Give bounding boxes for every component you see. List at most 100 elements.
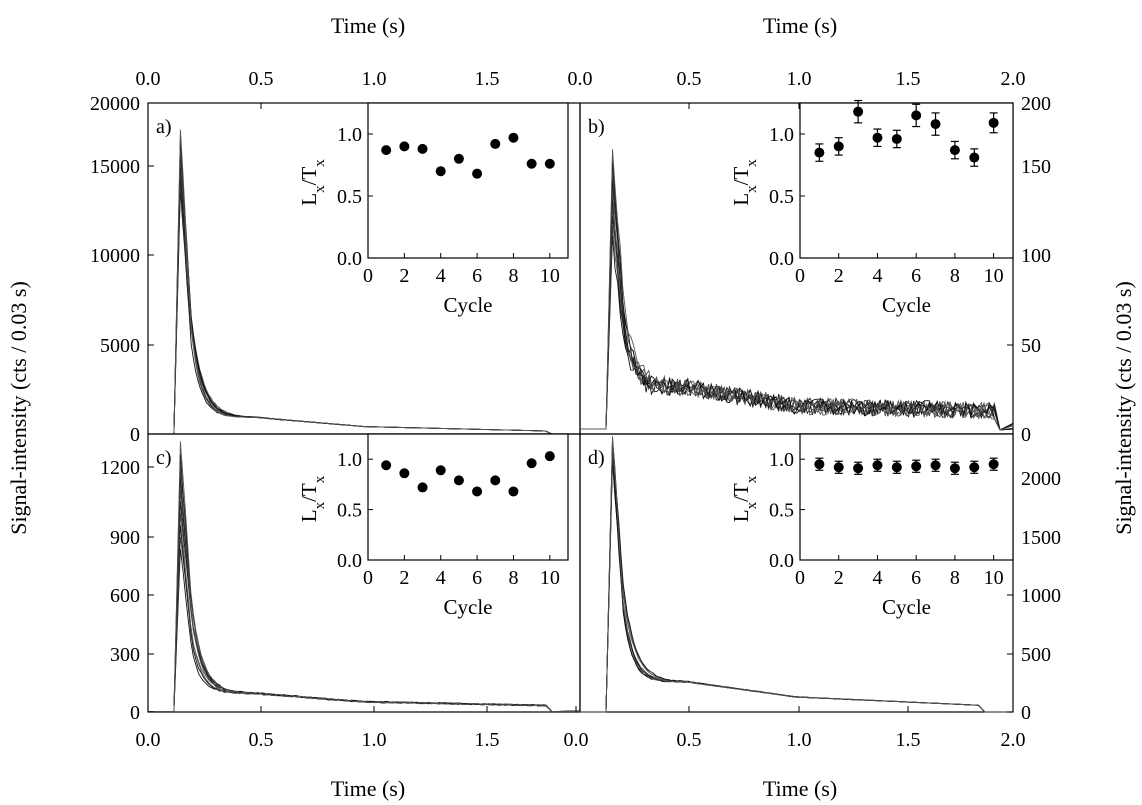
- inset-point: [453, 475, 464, 486]
- inset-x-tick-label: 8: [950, 265, 960, 287]
- x-tick-label: 1.0: [787, 68, 812, 90]
- x-tick-label: 1.0: [362, 68, 387, 90]
- inset-x-axis-title: Cycle: [882, 293, 931, 317]
- y-tick-label: 600: [110, 585, 140, 607]
- panel-letter: a): [156, 116, 172, 138]
- y-tick-label: 15000: [90, 156, 140, 178]
- x-tick-label: 1.5: [475, 68, 500, 90]
- inset-point: [988, 459, 999, 470]
- decay-curve: [580, 158, 1014, 431]
- inset-point: [526, 158, 537, 169]
- y-tick-label: 1000: [1021, 585, 1061, 607]
- inset-plot: 0 2 4 6 8 10 0.0 0.5 1.0 Cycle Lx/Tx: [729, 99, 1014, 317]
- decay-curve: [580, 206, 1014, 431]
- inset-x-tick-label: 2: [834, 265, 844, 287]
- decay-curve: [580, 149, 1014, 431]
- y-tick-label: 100: [1021, 245, 1051, 267]
- inset-point: [381, 460, 392, 471]
- bottom-x-axis-title-left: Time (s): [331, 776, 405, 801]
- inset-y-tick-label: 0.5: [337, 186, 362, 208]
- panel-2: 0 300 600 900 1200 0.0 0.5 1.0 1.5 0.0 c) 0 2 4 6 8 10 0.…: [100, 433, 589, 751]
- inset-point: [930, 119, 941, 130]
- top-x-axis-title-left: Time (s): [331, 13, 405, 38]
- y-tick-label: 500: [1021, 644, 1051, 666]
- inset-x-tick-label: 4: [872, 567, 882, 589]
- panel-frame: [579, 433, 1014, 713]
- inset-plot: 0 2 4 6 8 10 0.0 0.5 1.0 Cycle Lx/Tx: [297, 102, 569, 317]
- inset-x-tick-label: 2: [399, 265, 409, 287]
- decay-curves: [580, 149, 1014, 431]
- y-tick-label: 20000: [90, 93, 140, 115]
- inset-x-tick-label: 4: [872, 265, 882, 287]
- x-tick-label: 1.5: [896, 729, 921, 751]
- inset-x-tick-label: 8: [508, 265, 518, 287]
- inset-point: [399, 468, 410, 479]
- inset-point: [891, 462, 902, 473]
- inset-y-tick-label: 0.0: [337, 248, 362, 270]
- x-tick-label: 2.0: [1001, 68, 1026, 90]
- inset-point: [911, 110, 922, 121]
- x-tick-label: 0.0: [564, 729, 589, 751]
- y-tick-label: 200: [1021, 93, 1051, 115]
- x-tick-label: 0.0: [136, 68, 161, 90]
- inset-x-tick-label: 4: [436, 567, 446, 589]
- inset-x-tick-label: 6: [911, 265, 921, 287]
- inset-x-tick-label: 10: [540, 265, 560, 287]
- decay-curves: [148, 129, 580, 435]
- top-x-axis-title-right: Time (s): [763, 13, 837, 38]
- panel-letter: b): [588, 116, 605, 138]
- inset-x-tick-label: 0: [795, 265, 805, 287]
- inset-y-tick-label: 0.0: [769, 248, 794, 270]
- inset-point: [417, 482, 428, 493]
- inset-y-tick-label: 0.0: [337, 550, 362, 572]
- inset-y-tick-label: 1.0: [769, 124, 794, 146]
- y-tick-label: 50: [1021, 335, 1041, 357]
- inset-frame: [799, 433, 1014, 561]
- inset-x-axis-title: Cycle: [444, 595, 493, 619]
- inset-point: [472, 168, 483, 179]
- x-tick-label: 1.5: [896, 68, 921, 90]
- inset-frame: [799, 102, 1014, 259]
- inset-x-axis-title: Cycle: [882, 595, 931, 619]
- inset-x-tick-label: 2: [834, 567, 844, 589]
- panel-3: 0 500 1000 1500 2000 0.5 1.0 1.5 2.0 d) 0 2 4 6 8 10 0.0…: [579, 433, 1061, 751]
- y-tick-label: 900: [110, 527, 140, 549]
- inset-point: [833, 141, 844, 152]
- bottom-x-axis-title-right: Time (s): [763, 776, 837, 801]
- inset-y-tick-label: 1.0: [337, 124, 362, 146]
- decay-curve: [148, 129, 580, 435]
- inset-point: [891, 133, 902, 144]
- inset-y-tick-label: 0.5: [769, 500, 794, 522]
- decay-curve: [148, 536, 581, 713]
- x-tick-label: 1.0: [787, 729, 812, 751]
- inset-point: [833, 462, 844, 473]
- inset-point: [399, 141, 410, 152]
- inset-point: [544, 451, 555, 462]
- x-tick-label: 0.0: [568, 68, 593, 90]
- y-tick-label: 5000: [100, 335, 140, 357]
- inset-x-tick-label: 10: [540, 567, 560, 589]
- inset-y-axis-title: Lx/Tx: [729, 475, 760, 522]
- inset-point: [472, 486, 483, 497]
- inset-point: [853, 106, 864, 117]
- x-tick-label: 0.0: [136, 729, 161, 751]
- inset-point: [814, 459, 825, 470]
- y-tick-label: 1500: [1021, 527, 1061, 549]
- decay-curve: [148, 441, 581, 713]
- inset-point: [435, 465, 446, 476]
- inset-y-tick-label: 0.0: [769, 550, 794, 572]
- inset-point: [814, 147, 825, 158]
- inset-point: [853, 463, 864, 474]
- x-tick-label: 1.0: [362, 729, 387, 751]
- inset-point: [490, 475, 501, 486]
- y-tick-label: 1200: [100, 457, 140, 479]
- inset-point: [435, 166, 446, 177]
- inset-point: [544, 158, 555, 169]
- inset-point: [930, 460, 941, 471]
- inset-frame: [367, 102, 569, 259]
- inset-x-tick-label: 10: [984, 567, 1004, 589]
- inset-y-tick-label: 1.0: [337, 449, 362, 471]
- inset-y-tick-label: 1.0: [769, 449, 794, 471]
- inset-point: [969, 462, 980, 473]
